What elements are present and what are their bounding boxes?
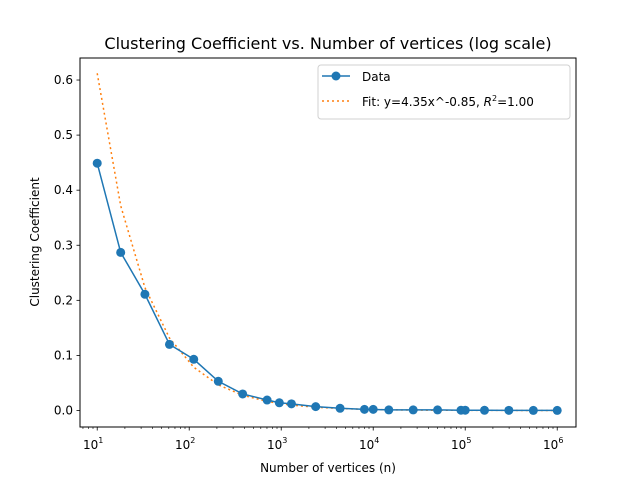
x-tick-base: 10 xyxy=(451,438,466,452)
x-tick-exponent: 2 xyxy=(190,436,195,445)
data-point-marker xyxy=(274,398,284,408)
legend-fit-prefix: Fit: y=4.35x^-0.85, xyxy=(362,95,484,109)
x-tick-base: 10 xyxy=(543,438,558,452)
y-axis: 0.0 0.1 0.2 0.3 0.4 0.5 0.6 xyxy=(54,73,80,417)
legend-fit-label: Fit: y=4.35x^-0.85, R2=1.00 xyxy=(362,94,534,109)
data-point-marker xyxy=(504,405,514,415)
x-tick-exponent: 5 xyxy=(466,436,471,445)
data-point-marker xyxy=(433,405,443,415)
legend-data-label: Data xyxy=(362,70,391,84)
x-tick-label: 103 xyxy=(267,436,287,452)
y-tick-label: 0.4 xyxy=(54,183,73,197)
x-tick-label: 104 xyxy=(359,436,379,452)
y-axis-label: Clustering Coefficient xyxy=(28,177,42,307)
x-tick-label: 106 xyxy=(543,436,563,452)
data-point-marker xyxy=(552,405,562,415)
legend-fit-suffix: =1.00 xyxy=(497,95,534,109)
x-tick-label: 105 xyxy=(451,436,471,452)
data-point-marker xyxy=(479,405,489,415)
data-point-marker xyxy=(311,402,321,412)
y-tick-label: 0.1 xyxy=(54,348,73,362)
data-point-marker xyxy=(92,158,102,168)
x-tick-exponent: 1 xyxy=(98,436,103,445)
x-tick-label: 102 xyxy=(175,436,195,452)
data-point-marker xyxy=(164,339,174,349)
data-point-marker xyxy=(262,395,272,405)
data-point-marker xyxy=(140,289,150,299)
plot-frame xyxy=(79,57,577,428)
legend-data-marker xyxy=(331,71,341,81)
data-point-marker xyxy=(460,405,470,415)
y-tick-label: 0.3 xyxy=(54,238,73,252)
series-layer xyxy=(92,73,562,415)
x-axis: 101 102 103 104 105 106 xyxy=(82,427,563,452)
x-tick-exponent: 3 xyxy=(282,436,287,445)
legend-fit-sup: 2 xyxy=(492,94,497,103)
data-point-marker xyxy=(213,376,223,386)
y-tick-label: 0.6 xyxy=(54,73,73,87)
x-tick-label: 101 xyxy=(83,436,103,452)
x-tick-base: 10 xyxy=(83,438,98,452)
data-point-marker xyxy=(359,404,369,414)
chart-title: Clustering Coefficient vs. Number of ver… xyxy=(104,34,551,53)
x-tick-base: 10 xyxy=(175,438,190,452)
legend-box xyxy=(317,64,571,120)
data-point-marker xyxy=(335,403,345,413)
data-point-marker xyxy=(384,405,394,415)
data-point-marker xyxy=(408,405,418,415)
data-point-marker xyxy=(368,404,378,414)
y-tick-label: 0.5 xyxy=(54,128,73,142)
data-point-marker xyxy=(238,389,248,399)
data-point-marker xyxy=(528,405,538,415)
data-point-marker xyxy=(189,354,199,364)
data-point-marker xyxy=(116,247,126,257)
y-tick-label: 0.0 xyxy=(54,403,73,417)
data-point-marker xyxy=(286,399,296,409)
legend: Data Fit: y=4.35x^-0.85, R2=1.00 xyxy=(317,64,571,120)
x-tick-exponent: 4 xyxy=(374,436,379,445)
x-tick-base: 10 xyxy=(267,438,282,452)
x-tick-base: 10 xyxy=(359,438,374,452)
legend-fit-r: R xyxy=(484,95,492,109)
x-tick-exponent: 6 xyxy=(558,436,563,445)
y-tick-label: 0.2 xyxy=(54,293,73,307)
x-axis-label: Number of vertices (n) xyxy=(260,461,396,475)
